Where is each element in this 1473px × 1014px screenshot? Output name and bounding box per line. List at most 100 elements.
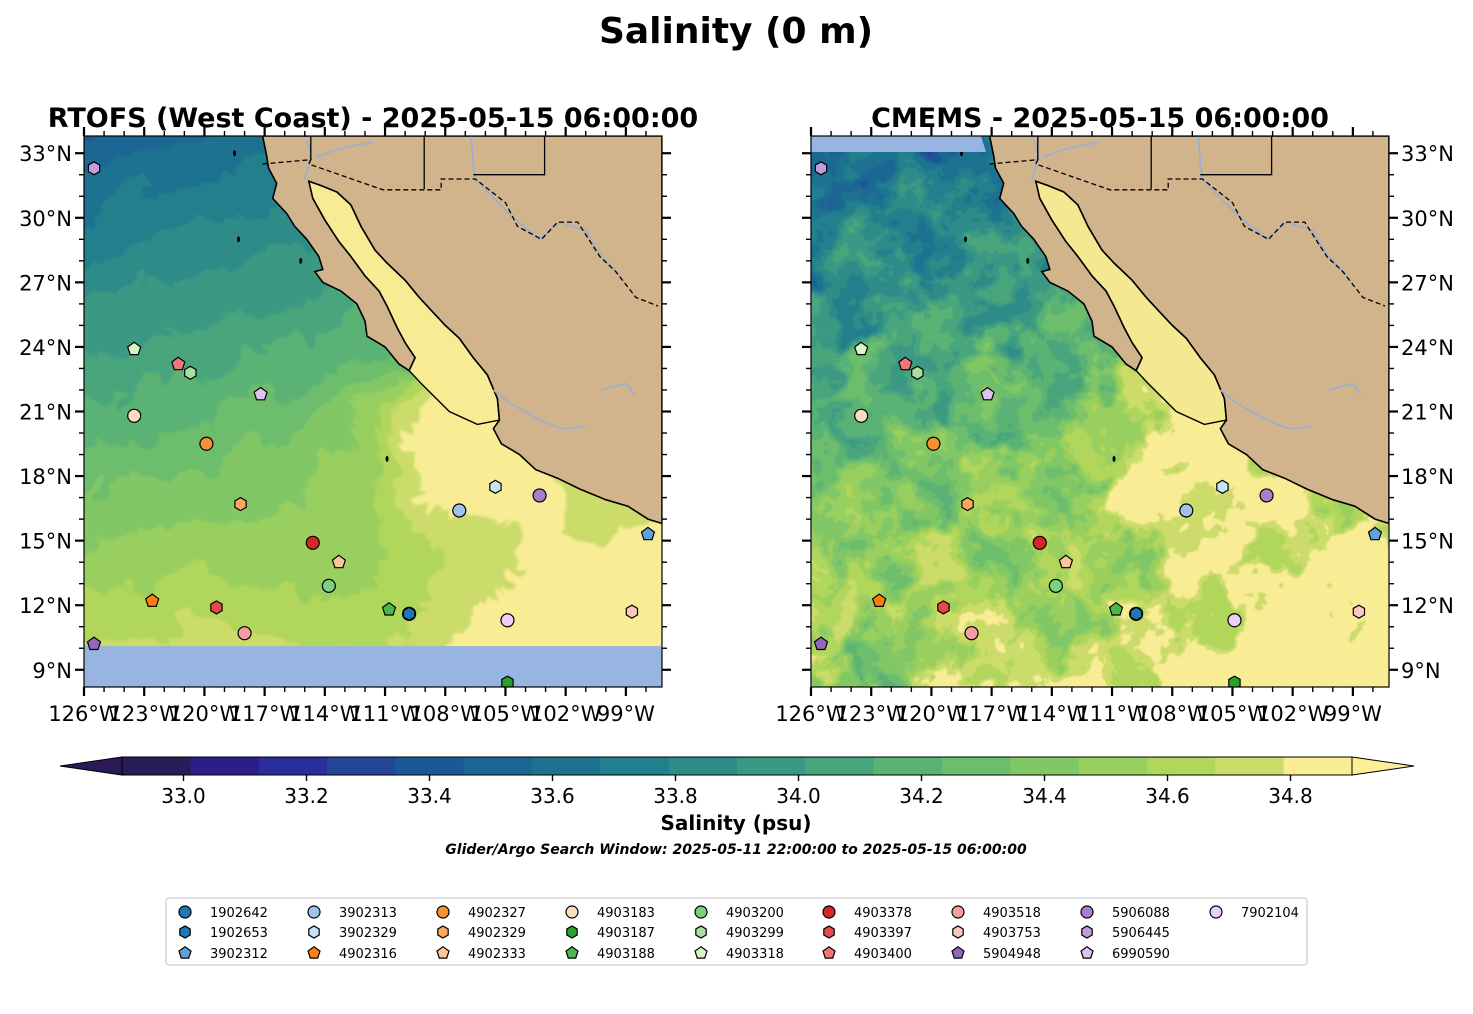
float-marker-5906088	[532, 488, 547, 503]
lon-tick-label: 126°W	[775, 702, 847, 726]
float-marker-6990590	[980, 386, 995, 401]
legend-marker-4903400	[822, 945, 836, 959]
lon-tick-label: 102°W	[1257, 702, 1329, 726]
lat-tick-label: 9°N	[32, 659, 72, 683]
river-line	[492, 389, 586, 430]
lat-tick-label: 33°N	[19, 142, 72, 166]
lat-tick-label: 15°N	[1401, 530, 1454, 554]
float-marker-1902653	[402, 606, 416, 621]
legend-label: 4902327	[468, 906, 526, 921]
colorbar-bin	[327, 757, 396, 775]
float-marker-4903400	[171, 356, 186, 371]
float-marker-4903400	[898, 356, 913, 371]
island	[964, 236, 968, 243]
float-marker-3902312	[640, 526, 656, 541]
legend-marker-3902312	[178, 945, 192, 959]
lon-tick-label: 114°W	[289, 702, 361, 726]
legend-marker-4903753	[952, 925, 964, 939]
float-marker-5906445	[87, 161, 101, 176]
float-marker-5904948	[86, 636, 102, 651]
float-marker-4903299	[911, 365, 924, 380]
float-marker-7902104	[500, 613, 515, 628]
legend-marker-5906088	[1080, 905, 1094, 919]
colorbar-bin	[1010, 757, 1080, 775]
legend-marker-4903183	[565, 905, 579, 919]
legend-label: 3902312	[210, 947, 268, 962]
state-border	[1200, 136, 1273, 176]
float-marker-4903200	[1048, 578, 1063, 593]
colorbar-tick-label: 34.0	[776, 784, 821, 808]
lat-tick-label: 27°N	[1401, 271, 1454, 295]
colorbar-tick-label: 33.2	[284, 784, 329, 808]
colorbar-bin	[190, 757, 260, 775]
colorbar-bin	[532, 757, 601, 775]
colorbar-bin	[737, 757, 806, 775]
float-marker-4903200	[321, 578, 336, 593]
panel-title-cmems: CMEMS - 2025-05-15 06:00:00	[871, 103, 1329, 134]
legend-label: 1902653	[210, 926, 268, 941]
legend-marker-6990590	[1080, 945, 1094, 959]
legend-marker-1902642	[178, 905, 192, 919]
colorbar-extend-low	[59, 756, 123, 776]
legend-label: 1902642	[210, 906, 268, 921]
float-marker-3902312	[1367, 526, 1383, 541]
colorbar-bin	[395, 757, 465, 775]
colorbar-bin	[1147, 757, 1216, 775]
float-marker-4903318	[853, 341, 869, 356]
float-marker-4903753	[625, 604, 639, 619]
colorbar-bin	[1215, 757, 1285, 775]
legend-marker-7902104	[1209, 905, 1223, 919]
colorbar-bin	[873, 757, 943, 775]
legend-marker-4903378	[822, 905, 836, 919]
legend-label: 3902313	[339, 906, 397, 921]
float-marker-1902653	[1129, 606, 1143, 621]
colorbar-label: Salinity (psu)	[660, 811, 811, 835]
legend-marker-4902327	[436, 905, 450, 919]
float-marker-4902327	[199, 436, 214, 451]
lat-tick-label: 12°N	[1401, 594, 1454, 618]
float-marker-3902313	[452, 503, 467, 518]
lat-tick-label: 15°N	[19, 530, 72, 554]
colorbar-tick-label: 33.8	[653, 784, 698, 808]
float-marker-3902329	[489, 479, 502, 494]
colorbar-bin	[122, 757, 191, 775]
float-marker-4903318	[126, 341, 142, 356]
legend-marker-4903187	[566, 925, 578, 939]
lon-tick-label: 126°W	[48, 702, 120, 726]
lat-tick-label: 18°N	[19, 465, 72, 489]
float-marker-6990590	[253, 386, 268, 401]
island	[299, 257, 303, 264]
lon-tick-label: 120°W	[169, 702, 241, 726]
legend-label: 4903318	[726, 947, 784, 962]
gulf-of-california	[1035, 181, 1227, 425]
float-marker-4903187	[501, 675, 514, 687]
legend-label: 7902104	[1241, 906, 1299, 921]
no-data-area	[811, 136, 986, 152]
colorbar-tick-label: 33.0	[161, 784, 206, 808]
float-marker-4902316	[871, 593, 887, 608]
legend-label: 6990590	[1112, 947, 1170, 962]
lon-tick-label: 99°W	[1324, 702, 1382, 726]
legend-marker-1902653	[179, 925, 191, 939]
float-marker-4902329	[234, 496, 247, 512]
float-marker-4903518	[237, 626, 252, 641]
lat-tick-label: 21°N	[19, 401, 72, 425]
island	[237, 236, 241, 243]
legend-label: 5904948	[983, 947, 1041, 962]
lon-tick-label: 123°W	[836, 702, 908, 726]
lon-tick-label: 114°W	[1016, 702, 1088, 726]
legend-label: 4903183	[597, 906, 655, 921]
legend-label: 4903200	[726, 906, 784, 921]
river-line	[1328, 382, 1362, 395]
legend-marker-4902333	[436, 945, 450, 959]
float-marker-4902316	[144, 593, 160, 608]
colorbar: 33.0 33.2 33.4 33.6 33.8 34.0 34.2 34.4 34.6 34.8	[59, 756, 1415, 808]
legend-label: 4903299	[726, 926, 784, 941]
colorbar-tick-label: 34.8	[1268, 784, 1313, 808]
colorbar-bin	[600, 757, 670, 775]
country-border	[262, 158, 659, 307]
float-marker-3902313	[1179, 503, 1194, 518]
float-marker-4902333	[331, 554, 347, 569]
lat-tick-label: 27°N	[19, 271, 72, 295]
lon-tick-label: 108°W	[410, 702, 482, 726]
